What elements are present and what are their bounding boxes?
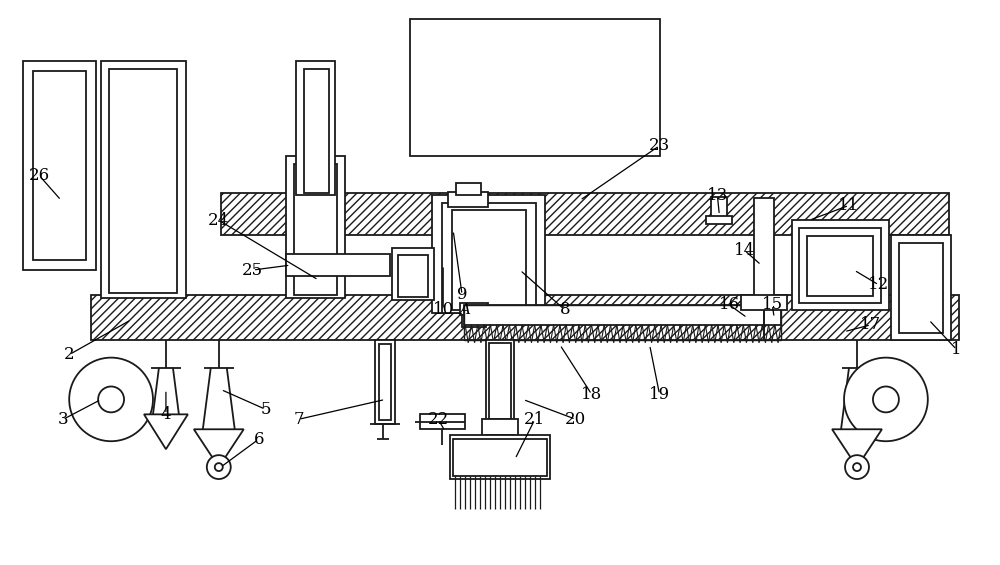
Text: 17: 17 — [860, 316, 882, 333]
Bar — [23, 61, 96, 270]
Text: 14: 14 — [734, 242, 755, 259]
Polygon shape — [194, 429, 244, 467]
Bar — [706, 216, 732, 224]
Text: 21: 21 — [524, 411, 546, 428]
Text: 26: 26 — [29, 167, 50, 184]
Text: 9: 9 — [457, 286, 467, 303]
Text: A: A — [460, 303, 471, 317]
Text: 24: 24 — [208, 212, 229, 229]
Bar — [891, 235, 951, 340]
Text: 16: 16 — [719, 297, 740, 314]
Text: 18: 18 — [581, 386, 602, 403]
Bar — [448, 193, 488, 207]
Bar — [464, 305, 781, 325]
Bar — [482, 419, 518, 437]
Bar — [286, 155, 345, 298]
Bar — [807, 236, 873, 296]
Bar — [453, 439, 547, 476]
Text: 12: 12 — [868, 276, 890, 293]
Bar — [792, 220, 889, 310]
Circle shape — [207, 455, 231, 479]
Bar — [464, 305, 781, 340]
Bar — [375, 340, 395, 424]
Circle shape — [98, 386, 124, 412]
Text: 19: 19 — [649, 386, 670, 403]
Bar — [711, 197, 727, 219]
Text: 6: 6 — [253, 431, 264, 447]
Text: 23: 23 — [649, 137, 670, 154]
Bar — [410, 19, 660, 155]
Bar — [754, 198, 774, 303]
Circle shape — [69, 358, 153, 441]
Bar — [379, 344, 391, 420]
Text: 13: 13 — [707, 187, 728, 204]
Bar — [489, 343, 511, 419]
Text: 3: 3 — [58, 411, 69, 428]
Bar — [442, 203, 536, 313]
Circle shape — [853, 463, 861, 471]
Bar — [33, 71, 86, 260]
Bar — [304, 69, 329, 193]
Bar — [101, 61, 186, 298]
Text: 5: 5 — [260, 401, 271, 418]
Polygon shape — [832, 429, 882, 467]
Bar — [221, 193, 949, 235]
Text: 8: 8 — [560, 301, 570, 318]
Bar — [456, 184, 481, 195]
Text: 4: 4 — [161, 406, 171, 423]
Bar — [398, 255, 428, 297]
Text: 15: 15 — [762, 297, 783, 314]
Bar — [899, 243, 943, 333]
Circle shape — [873, 386, 899, 412]
Bar — [420, 414, 465, 429]
Circle shape — [844, 358, 928, 441]
Text: 10: 10 — [433, 301, 454, 318]
Text: 2: 2 — [64, 346, 75, 363]
Text: 20: 20 — [565, 411, 586, 428]
Circle shape — [845, 455, 869, 479]
Text: 22: 22 — [428, 411, 449, 428]
Text: 25: 25 — [242, 262, 263, 279]
Bar — [450, 435, 550, 479]
Bar — [91, 295, 959, 340]
Bar — [486, 435, 514, 445]
Text: 1: 1 — [951, 341, 962, 358]
Polygon shape — [144, 414, 188, 449]
Bar — [741, 295, 787, 310]
Bar — [452, 210, 526, 310]
Bar — [460, 303, 488, 315]
Bar — [799, 228, 881, 303]
Bar — [294, 164, 337, 295]
Bar — [432, 195, 545, 313]
Bar — [462, 315, 486, 327]
Text: 7: 7 — [293, 411, 304, 428]
Bar — [392, 248, 434, 300]
Bar — [296, 61, 335, 195]
Circle shape — [215, 463, 223, 471]
Bar — [109, 69, 177, 293]
Bar — [486, 340, 514, 422]
Bar — [286, 254, 390, 276]
Text: 11: 11 — [838, 197, 860, 214]
